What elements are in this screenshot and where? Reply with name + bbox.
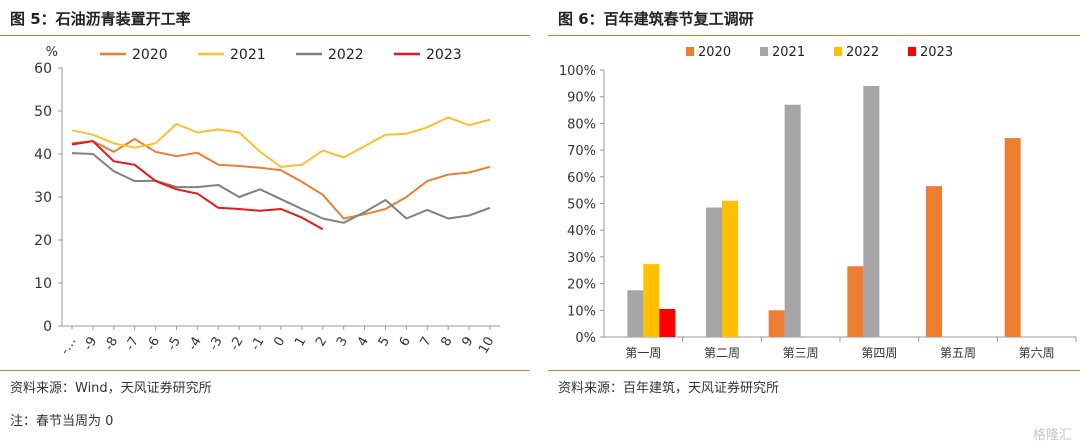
- legend-label-2022: 2022: [328, 47, 364, 63]
- legend-label-2023: 2023: [920, 45, 953, 60]
- x-tick-label: 4: [355, 335, 372, 350]
- right-source-rule: [548, 370, 1080, 371]
- x-tick-label: 2: [313, 335, 330, 350]
- y-tick-label: 20: [34, 233, 52, 249]
- legend-swatch-2023: [908, 47, 916, 56]
- y-tick-label: 60: [34, 61, 52, 77]
- x-tick-label: 7: [418, 335, 435, 350]
- x-tick-label: -6: [144, 335, 163, 354]
- x-tick-label: -9: [81, 335, 100, 354]
- x-tick-label: 9: [459, 335, 476, 350]
- legend-label-2023: 2023: [426, 47, 462, 63]
- right-title-rule: [548, 35, 1080, 36]
- y-tick-label: 40: [34, 147, 52, 163]
- category-label: 第五周: [940, 346, 976, 360]
- x-tick-label: -4: [185, 335, 204, 354]
- x-tick-label: 6: [397, 335, 414, 350]
- x-tick-label: -7: [123, 335, 142, 354]
- legend-label-2020: 2020: [132, 47, 168, 63]
- legend-label-2021: 2021: [230, 47, 266, 63]
- x-tick-label: 1: [292, 335, 309, 350]
- legend-label-2020: 2020: [698, 45, 731, 60]
- y-tick-label: 20%: [567, 278, 596, 293]
- y-tick-label: 0: [43, 319, 52, 335]
- legend-label-2022: 2022: [846, 45, 879, 60]
- category-label: 第六周: [1019, 346, 1055, 360]
- left-figure-panel: 图 5：石油沥青装置开工率 % 0 10 20 30 40 50 60 -… -9 -8 -7 -6 -5…: [0, 0, 530, 447]
- bar-2020: [768, 310, 785, 337]
- y-tick-label: 70%: [567, 144, 596, 159]
- legend-swatch-2020: [686, 47, 694, 56]
- bar-2022: [722, 200, 738, 337]
- bar-2023: [659, 308, 676, 337]
- bar-2021: [627, 290, 644, 337]
- y-axis-unit-label: %: [46, 45, 58, 60]
- left-figure-title: 图 5：石油沥青装置开工率: [10, 10, 191, 28]
- y-tick-label: 10%: [567, 304, 596, 319]
- bar-2021: [784, 104, 801, 338]
- right-figure-panel: 图 6：百年建筑春节复工调研 0% 10% 20% 30% 40% 50% 60% 70% 80…: [548, 0, 1080, 447]
- y-tick-label: 40%: [567, 224, 596, 239]
- y-tick-label: 30: [34, 190, 52, 206]
- legend-swatch-2021: [760, 47, 768, 56]
- category-label: 第一周: [625, 346, 661, 360]
- watermark-text: 格隆汇: [1032, 428, 1072, 443]
- category-label: 第二周: [704, 346, 740, 360]
- category-label: 第三周: [783, 346, 819, 360]
- x-tick-label: -5: [164, 335, 183, 354]
- x-tick-label: -…: [58, 335, 80, 358]
- right-figure-title: 图 6：百年建筑春节复工调研: [558, 10, 754, 28]
- bar-2021: [706, 207, 722, 337]
- y-tick-label: 100%: [559, 64, 596, 79]
- left-title-rule: [0, 35, 530, 36]
- x-tick-label: 3: [334, 335, 351, 350]
- left-note-text: 注：春节当周为 0: [10, 414, 114, 429]
- bar-chart: 0% 10% 20% 30% 40% 50% 60% 70% 80% 90% 100% 第一周 第二周 第…: [559, 45, 1077, 360]
- bar-2022: [643, 264, 660, 337]
- x-tick-label: 5: [376, 335, 393, 350]
- series-line-2023: [71, 140, 324, 231]
- y-tick-label: 90%: [567, 91, 596, 106]
- bar-2020: [926, 186, 942, 337]
- bar-2020: [1004, 138, 1021, 337]
- y-tick-label: 50: [34, 104, 52, 120]
- x-tick-label: -8: [102, 335, 121, 354]
- legend-swatch-2022: [834, 47, 842, 56]
- x-tick-label: -3: [206, 335, 225, 354]
- bar-2020: [847, 266, 864, 337]
- y-tick-label: 0%: [575, 331, 596, 346]
- x-tick-label: 0: [271, 335, 288, 350]
- x-tick-label: 10: [476, 335, 497, 357]
- x-tick-label: -1: [248, 335, 267, 354]
- left-source-text: 资料来源：Wind，天风证券研究所: [10, 381, 212, 396]
- series-line-2020: [71, 138, 491, 220]
- y-tick-label: 60%: [567, 171, 596, 186]
- bar-2021: [863, 86, 880, 338]
- right-source-text: 资料来源：百年建筑，天风证券研究所: [558, 381, 780, 396]
- y-tick-label: 50%: [567, 198, 596, 213]
- x-tick-label: 8: [439, 335, 456, 350]
- y-tick-label: 10: [34, 276, 52, 292]
- series-line-2021: [71, 116, 491, 168]
- category-label: 第四周: [861, 346, 897, 360]
- legend-label-2021: 2021: [772, 45, 805, 60]
- y-tick-label: 30%: [567, 251, 596, 266]
- x-tick-label: -2: [227, 335, 246, 354]
- series-line-2022: [71, 152, 491, 224]
- left-source-rule: [0, 370, 530, 371]
- y-tick-label: 80%: [567, 117, 596, 132]
